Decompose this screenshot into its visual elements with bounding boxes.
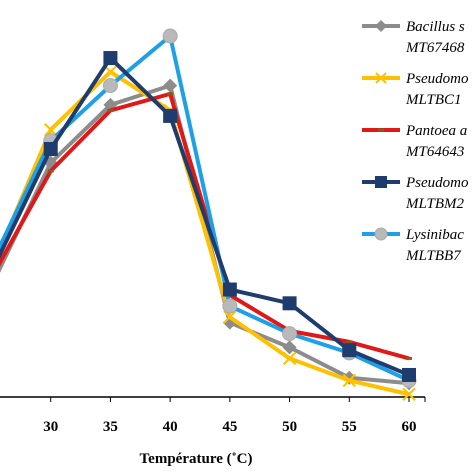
series-2 xyxy=(0,65,416,401)
legend-item-4: Pseudomo MLTBM2 xyxy=(362,175,469,212)
data-point xyxy=(402,387,416,401)
data-point xyxy=(222,298,238,314)
legend-item-1: Bacillus s MT67468 xyxy=(362,19,465,56)
legend-marker xyxy=(374,227,388,241)
x-tick-label: 45 xyxy=(222,419,237,435)
legend-marker xyxy=(375,72,387,84)
x-tick-label: 40 xyxy=(163,419,178,435)
legend-marker xyxy=(378,128,384,132)
x-tick-label: 55 xyxy=(342,419,357,435)
legend-marker xyxy=(375,176,387,188)
series-layer xyxy=(0,28,417,401)
legend-label: MLTBB7 xyxy=(405,248,462,264)
legend-item-5: Lysinibac MLTBB7 xyxy=(362,227,464,264)
legend-label: Lysinibac xyxy=(405,227,464,243)
data-point xyxy=(282,340,297,355)
legend-marker xyxy=(375,20,387,32)
data-point xyxy=(102,78,118,94)
data-point xyxy=(342,373,356,388)
legend-label: Pseudomo xyxy=(405,71,469,87)
legend-label: MLTBC1 xyxy=(405,92,462,108)
data-point xyxy=(402,367,416,382)
x-tick-label: 35 xyxy=(103,419,118,435)
data-point xyxy=(162,28,178,44)
data-point xyxy=(107,108,114,112)
data-point xyxy=(223,310,237,324)
x-tick-label: 30 xyxy=(43,419,58,435)
legend-item-2: Pseudomo MLTBC1 xyxy=(362,71,469,108)
legend-label: MT64643 xyxy=(405,144,464,160)
data-point xyxy=(282,296,297,311)
series-4 xyxy=(0,51,416,382)
data-point xyxy=(43,141,58,156)
legend-item-3: Pantoea a MT64643 xyxy=(362,123,467,160)
data-point xyxy=(103,51,118,66)
data-point xyxy=(282,326,298,342)
legend-label: MT67468 xyxy=(405,40,465,56)
data-point xyxy=(346,340,353,344)
data-point xyxy=(406,356,412,360)
data-point xyxy=(222,282,237,297)
series-5 xyxy=(0,28,417,388)
data-point xyxy=(342,343,357,358)
x-tick-label: 60 xyxy=(402,419,417,435)
data-point xyxy=(44,122,58,137)
data-point xyxy=(282,351,297,366)
series-line xyxy=(0,69,410,397)
data-point xyxy=(163,108,178,123)
axes: 30 35 40 45 50 55 60 xyxy=(0,396,426,435)
x-tick-label: 50 xyxy=(282,419,297,435)
data-point xyxy=(163,78,178,93)
legend-label: MLTBM2 xyxy=(405,196,465,212)
legend-label: Pseudomo xyxy=(405,175,469,191)
legend-label: Pantoea a xyxy=(405,123,467,139)
x-axis-title: Température (˚C) xyxy=(140,451,253,467)
data-point xyxy=(103,65,118,79)
series-line xyxy=(0,56,410,377)
data-point xyxy=(167,92,174,96)
legend-label: Bacillus s xyxy=(406,19,465,35)
data-point xyxy=(47,169,54,173)
legend: Bacillus s MT67468 Pseudomo MLTBC1 Pantoea a… xyxy=(362,19,469,264)
